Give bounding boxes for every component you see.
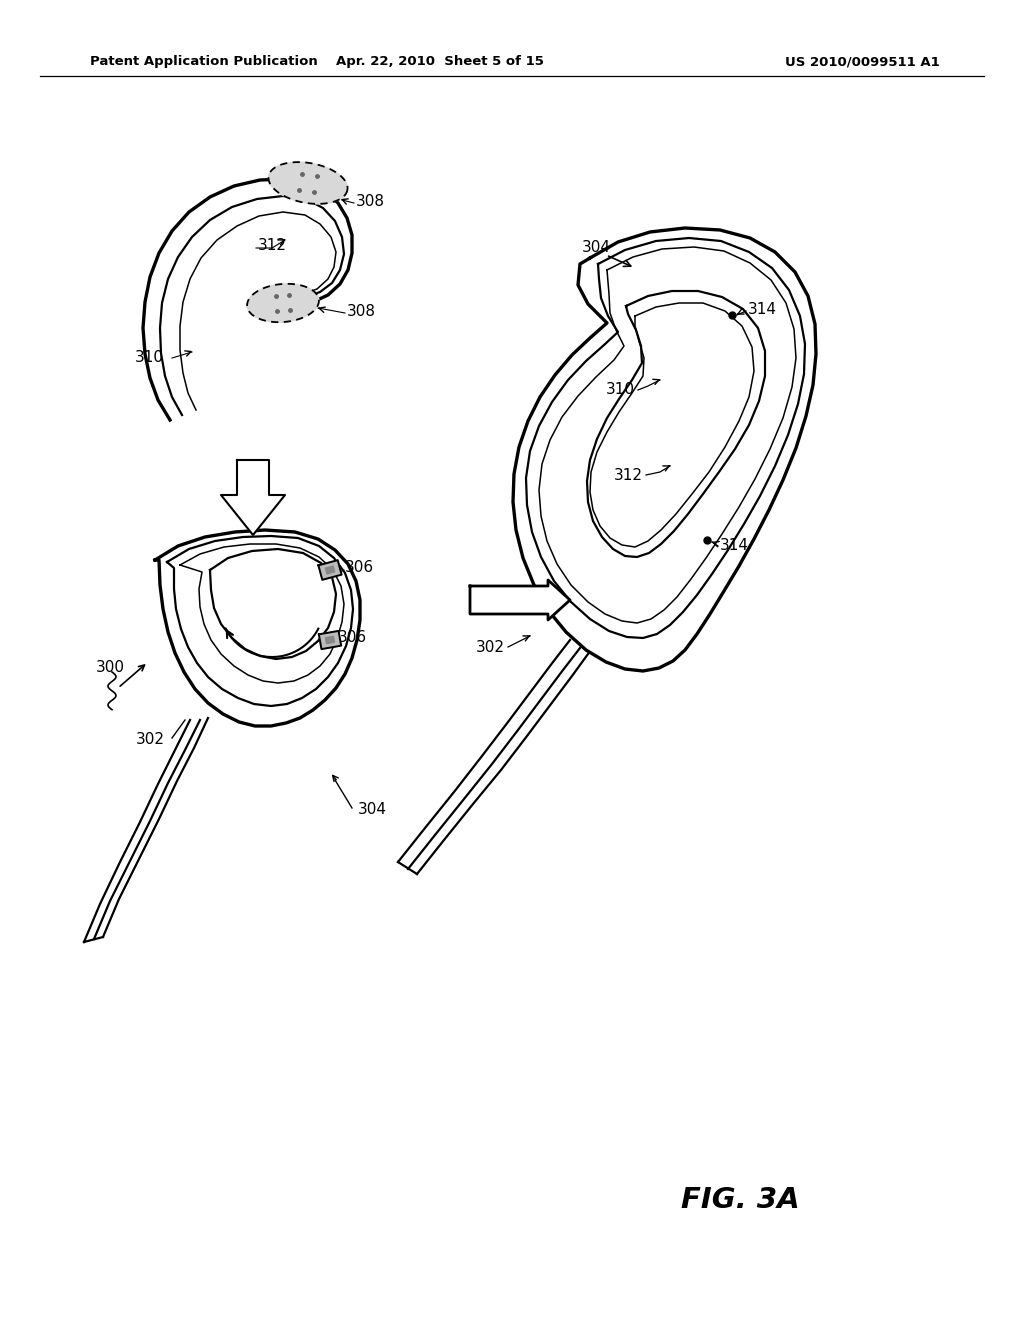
Text: 304: 304 [582,240,610,256]
Text: 300: 300 [95,660,125,676]
Text: 308: 308 [347,305,376,319]
Polygon shape [221,459,285,535]
Text: US 2010/0099511 A1: US 2010/0099511 A1 [785,55,940,69]
Text: 310: 310 [135,351,164,366]
Text: Apr. 22, 2010  Sheet 5 of 15: Apr. 22, 2010 Sheet 5 of 15 [336,55,544,69]
Text: Patent Application Publication: Patent Application Publication [90,55,317,69]
Text: 314: 314 [748,302,777,318]
Polygon shape [326,636,335,644]
Polygon shape [247,284,318,322]
Text: 314: 314 [720,537,749,553]
Text: 304: 304 [358,803,387,817]
Polygon shape [326,566,335,574]
Text: 312: 312 [614,467,643,483]
Text: 312: 312 [264,290,293,305]
Text: FIG. 3A: FIG. 3A [681,1185,800,1214]
Text: 312: 312 [258,238,287,252]
Text: 302: 302 [476,640,505,656]
Text: 306: 306 [338,631,368,645]
Polygon shape [318,560,342,579]
Text: 308: 308 [356,194,385,210]
Polygon shape [470,579,570,620]
Polygon shape [268,162,347,203]
Text: 306: 306 [345,561,374,576]
Text: 302: 302 [136,733,165,747]
Polygon shape [318,631,341,649]
Text: 310: 310 [606,383,635,397]
